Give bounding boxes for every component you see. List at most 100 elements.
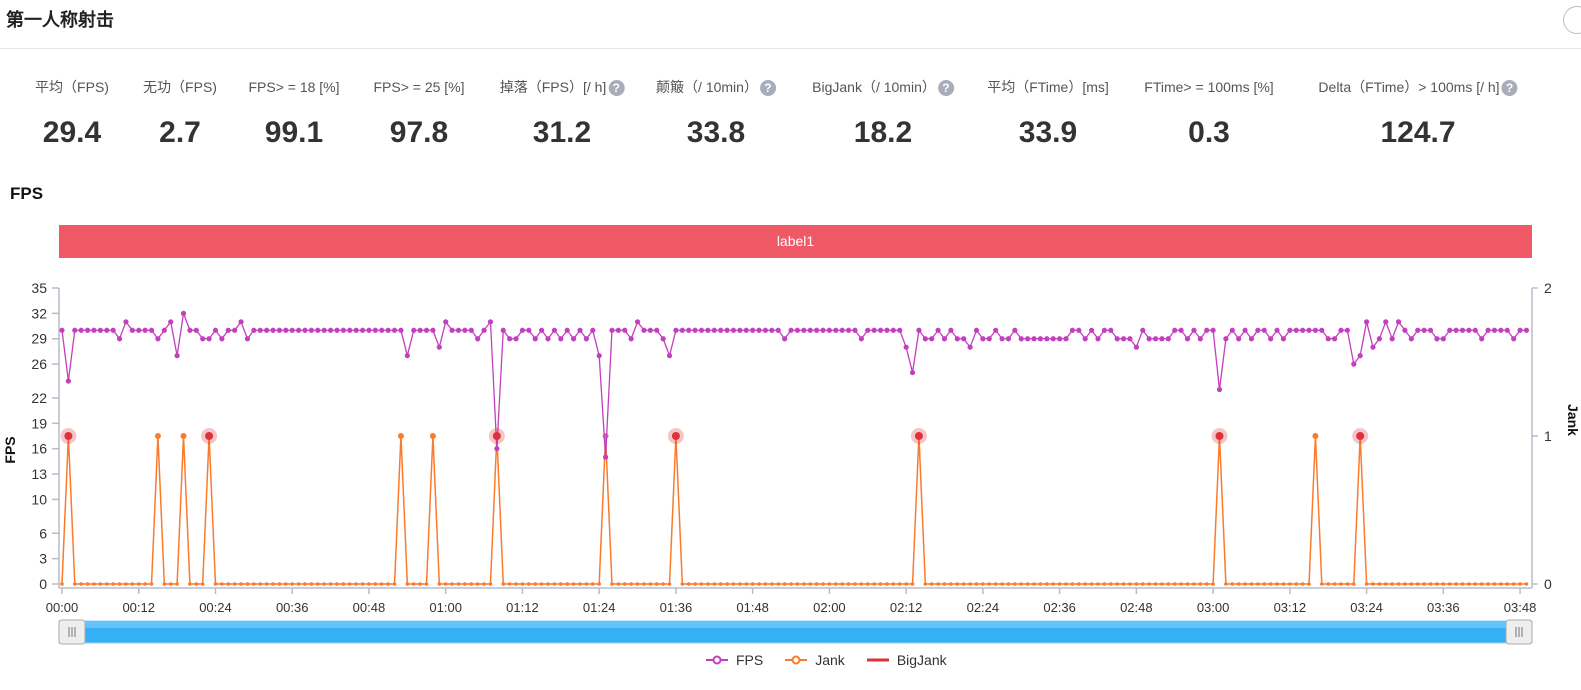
jank-point <box>1332 582 1337 586</box>
jank-point <box>706 582 710 586</box>
jank-point <box>264 582 269 586</box>
fps-point <box>104 327 110 333</box>
jank-point <box>1204 582 1209 586</box>
fps-point <box>78 327 84 333</box>
fps-point <box>647 327 653 333</box>
jank-point <box>463 582 467 586</box>
jank-point <box>597 582 601 586</box>
jank-point <box>789 582 793 586</box>
fps-point <box>500 327 506 333</box>
fps-point <box>276 327 283 333</box>
x-tick-label: 03:48 <box>1504 600 1537 615</box>
fps-point <box>347 327 353 333</box>
jank-point <box>335 582 339 586</box>
fps-point <box>1395 319 1402 325</box>
fps-point <box>1523 327 1530 333</box>
fps-point <box>136 327 142 333</box>
jank-point <box>1051 582 1056 586</box>
fps-point <box>980 336 986 342</box>
fps-point <box>954 336 960 342</box>
jank-point <box>865 582 870 586</box>
jank-point <box>1083 582 1087 586</box>
legend-item-bigjank[interactable]: BigJank <box>866 652 947 668</box>
fps-point <box>1210 327 1216 333</box>
y-tick-label: 6 <box>39 525 47 541</box>
jank-point <box>1312 433 1319 439</box>
jank-point <box>154 433 161 439</box>
jank-point <box>175 582 179 586</box>
stat-card: 掉落（FPS）[/ h]? 31.2 <box>500 76 625 150</box>
jank-point <box>654 582 659 586</box>
fps-point <box>423 327 430 333</box>
fps-point <box>756 327 762 333</box>
fps-point <box>564 327 570 333</box>
y2-tick-label: 0 <box>1544 576 1552 592</box>
jank-point <box>168 582 173 586</box>
jank-point <box>642 582 646 586</box>
fps-point <box>820 327 826 333</box>
jank-point <box>1409 582 1414 586</box>
jank-point <box>79 582 83 586</box>
bigjank-point <box>1356 432 1365 440</box>
fps-point <box>1025 336 1031 342</box>
fps-point <box>1088 327 1095 333</box>
zoom-slider[interactable] <box>58 619 1533 645</box>
fps-point <box>993 327 999 333</box>
stat-value: 2.7 <box>159 116 201 149</box>
help-icon[interactable]: ? <box>1501 80 1518 97</box>
fps-point <box>1197 336 1203 342</box>
fps-point <box>961 336 967 342</box>
fps-point <box>507 336 513 342</box>
fps-point <box>327 327 334 333</box>
jank-point <box>1198 582 1203 586</box>
jank-point <box>1467 582 1471 586</box>
jank-point <box>124 582 128 586</box>
jank-point <box>1140 582 1145 586</box>
fps-point <box>596 353 602 359</box>
fps-point <box>1236 336 1242 342</box>
stat-value: 97.8 <box>389 116 449 149</box>
fps-point <box>1127 336 1133 342</box>
fps-point <box>609 327 615 333</box>
help-icon[interactable]: ? <box>759 80 776 97</box>
help-icon[interactable]: ? <box>608 80 625 97</box>
slider-handle-right[interactable] <box>1505 619 1533 645</box>
fps-point <box>1485 327 1491 333</box>
label-band[interactable]: label1 <box>59 225 1532 258</box>
fps-point <box>187 327 193 333</box>
fps-point <box>257 327 263 333</box>
fps-point <box>775 327 781 333</box>
jank-point <box>117 582 122 586</box>
fps-point <box>494 446 500 452</box>
jank-point <box>429 433 436 439</box>
fps-point <box>289 327 295 333</box>
legend-item-jank[interactable]: Jank <box>785 652 845 668</box>
fps-point <box>161 327 167 333</box>
x-tick-label: 00:12 <box>122 600 155 615</box>
jank-point <box>1077 582 1081 586</box>
jank-point <box>1243 582 1247 586</box>
help-icon[interactable]: ? <box>937 80 954 97</box>
slider-handle-left[interactable] <box>58 619 86 645</box>
fps-point <box>1280 336 1287 342</box>
fps-point <box>244 336 251 342</box>
jank-point <box>923 582 928 586</box>
stat-label-text: 颠簸（/ 10min） <box>656 79 758 95</box>
jank-point <box>60 582 64 586</box>
jank-point <box>1013 582 1017 586</box>
x-tick-label: 02:36 <box>1043 600 1076 615</box>
legend-item-fps[interactable]: FPS <box>706 652 763 668</box>
stat-label-text: 无功（FPS) <box>143 79 217 95</box>
fps-point <box>897 327 903 333</box>
fps-point <box>1242 327 1248 333</box>
jank-point <box>1371 582 1375 586</box>
fps-point <box>334 327 340 333</box>
jank-point <box>859 582 864 586</box>
jank-point <box>1428 582 1433 586</box>
jank-point <box>584 582 589 586</box>
fps-point <box>1427 327 1434 333</box>
fps-point <box>91 327 97 333</box>
fps-point <box>852 327 858 333</box>
fps-point <box>705 327 711 333</box>
fps-point <box>1511 336 1517 342</box>
